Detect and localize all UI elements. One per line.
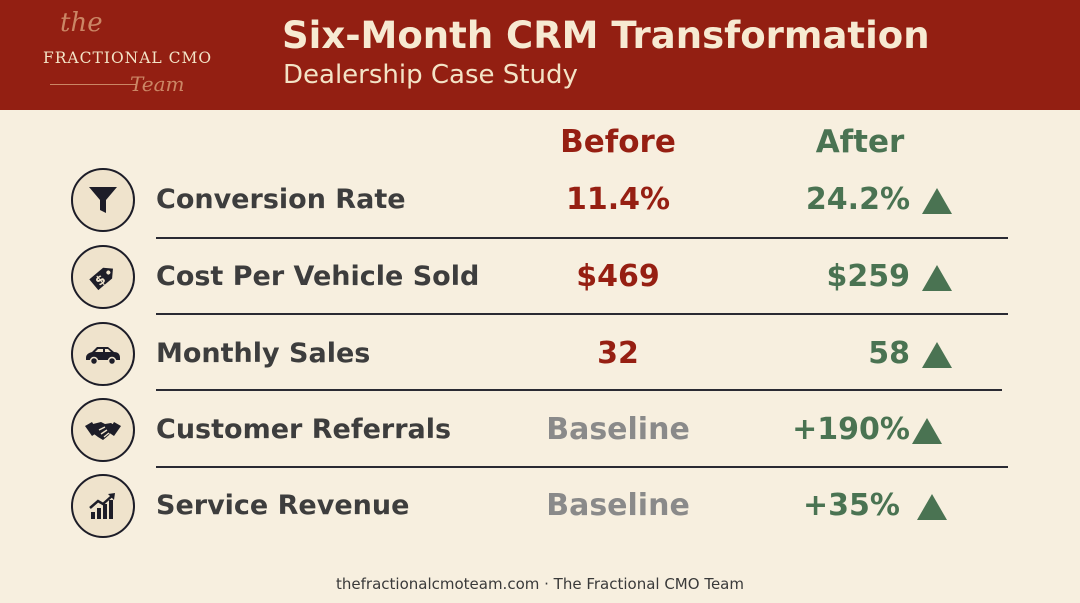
up-arrow-icon [912,418,942,444]
row-divider [156,389,1002,391]
row-divider [156,313,1008,315]
metric-row-customer-referrals: Customer Referrals Baseline +190% [0,392,1080,468]
growth-chart-icon [71,474,135,538]
up-arrow-icon [922,265,952,291]
metric-label: Cost Per Vehicle Sold [156,261,480,292]
column-header-before: Before [560,124,676,160]
row-divider [156,237,1008,239]
up-arrow-icon [917,494,947,520]
page-title: Six-Month CRM Transformation [282,14,930,57]
funnel-icon [71,168,135,232]
header-banner: the FRACTIONAL CMO Team Six-Month CRM Tr… [0,0,1080,110]
metric-label: Service Revenue [156,490,410,521]
footer-credit: thefractionalcmoteam.com · The Fractiona… [336,575,744,593]
metric-before-value: Baseline [546,488,690,523]
car-icon [71,322,135,386]
column-header-after: After [815,124,905,160]
logo-underline [50,84,136,85]
metric-label: Monthly Sales [156,338,371,369]
metric-row-service-revenue: Service Revenue Baseline +35% [0,468,1080,544]
metric-row-monthly-sales: Monthly Sales 32 58 [0,316,1080,392]
metric-before-value: 11.4% [565,182,671,217]
metric-before-value: 32 [597,336,639,371]
handshake-icon [71,398,135,462]
logo-team: Team [130,72,185,96]
metric-after-value: +190% [792,412,910,447]
metric-label: Conversion Rate [156,184,406,215]
row-divider [156,466,1008,468]
metric-before-value: Baseline [546,412,690,447]
logo-main: FRACTIONAL CMO [43,49,213,67]
metric-after-value: $259 [826,259,911,294]
price-tag-icon: $ [71,245,135,309]
page-subtitle: Dealership Case Study [283,60,578,90]
logo-the: the [60,8,103,38]
metric-after-value: 24.2% [805,182,910,217]
metric-before-value: $469 [576,259,660,294]
up-arrow-icon [922,188,952,214]
metric-after-value: +35% [803,488,900,523]
up-arrow-icon [922,342,952,368]
metric-label: Customer Referrals [156,414,452,445]
logo: the FRACTIONAL CMO Team [30,0,240,110]
metric-row-conversion-rate: Conversion Rate 11.4% 24.2% [0,162,1080,238]
metric-after-value: 58 [868,336,910,371]
metric-row-cost-per-vehicle: $ Cost Per Vehicle Sold $469 $259 [0,239,1080,315]
